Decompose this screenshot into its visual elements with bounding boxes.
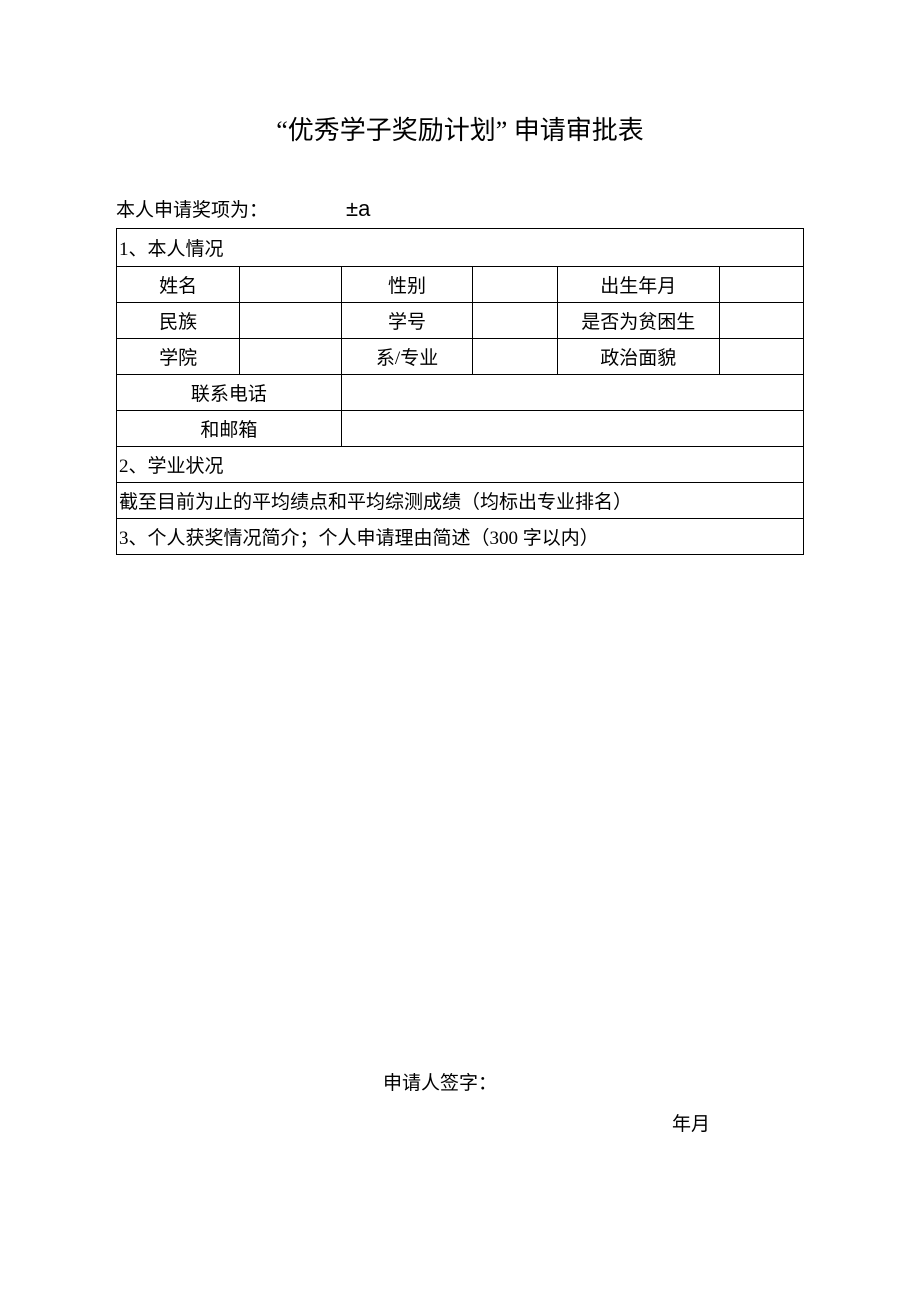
section-3-header: 3、个人获奖情况简介；个人申请理由简述（300 字以内）: [117, 519, 804, 555]
college-value[interactable]: [240, 339, 341, 375]
signature-block: 申请人签字： 年月: [0, 1068, 920, 1136]
ethnicity-value[interactable]: [240, 303, 341, 339]
email-label: 和邮箱: [117, 411, 342, 447]
name-label: 姓名: [117, 267, 240, 303]
application-form-table: 1、本人情况 姓名 性别 出生年月 民族 学号 是否为贫困生 学院 系/专业 政…: [116, 228, 804, 555]
poverty-value[interactable]: [719, 303, 803, 339]
page-container: “优秀学子奖励计划” 申请审批表 本人申请奖项为： ±a 1、本人情况 姓名 性…: [0, 0, 920, 555]
award-application-line: 本人申请奖项为： ±a: [116, 195, 804, 222]
email-value[interactable]: [341, 411, 803, 447]
signature-label: 申请人签字：: [0, 1068, 920, 1095]
politics-value[interactable]: [719, 339, 803, 375]
poverty-label: 是否为贫困生: [557, 303, 719, 339]
studentid-label: 学号: [341, 303, 473, 339]
phone-row: 联系电话: [117, 375, 804, 411]
section-2-header-row: 2、学业状况: [117, 447, 804, 483]
gender-label: 性别: [341, 267, 473, 303]
award-label: 本人申请奖项为：: [116, 195, 268, 222]
birth-value[interactable]: [719, 267, 803, 303]
section-1-header-row: 1、本人情况: [117, 229, 804, 267]
email-row: 和邮箱: [117, 411, 804, 447]
college-label: 学院: [117, 339, 240, 375]
politics-label: 政治面貌: [557, 339, 719, 375]
section-2-detail-row: 截至目前为止的平均绩点和平均综测成绩（均标出专业排名）: [117, 483, 804, 519]
personal-info-row-2: 民族 学号 是否为贫困生: [117, 303, 804, 339]
section-3-header-row: 3、个人获奖情况简介；个人申请理由简述（300 字以内）: [117, 519, 804, 555]
award-value: ±a: [346, 196, 370, 222]
document-title: “优秀学子奖励计划” 申请审批表: [116, 110, 804, 147]
section-2-detail: 截至目前为止的平均绩点和平均综测成绩（均标出专业排名）: [117, 483, 804, 519]
phone-value[interactable]: [341, 375, 803, 411]
signature-date: 年月: [0, 1109, 920, 1136]
personal-info-row-1: 姓名 性别 出生年月: [117, 267, 804, 303]
birth-label: 出生年月: [557, 267, 719, 303]
gender-value[interactable]: [473, 267, 557, 303]
section-1-header: 1、本人情况: [117, 229, 804, 267]
section-2-header: 2、学业状况: [117, 447, 804, 483]
name-value[interactable]: [240, 267, 341, 303]
phone-label: 联系电话: [117, 375, 342, 411]
ethnicity-label: 民族: [117, 303, 240, 339]
major-label: 系/专业: [341, 339, 473, 375]
personal-info-row-3: 学院 系/专业 政治面貌: [117, 339, 804, 375]
studentid-value[interactable]: [473, 303, 557, 339]
major-value[interactable]: [473, 339, 557, 375]
